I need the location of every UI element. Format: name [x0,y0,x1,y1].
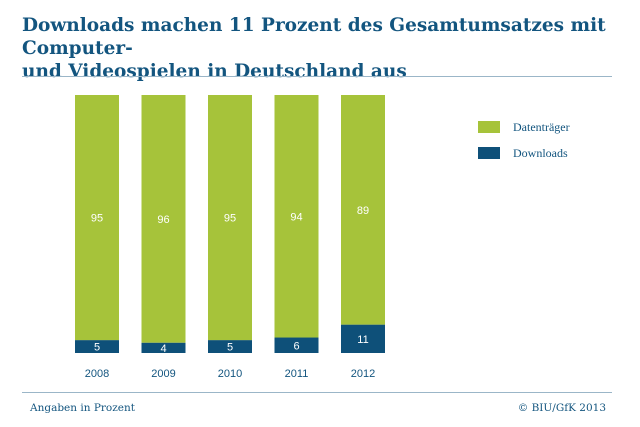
bar-datentrger-2011 [274,95,319,338]
bar-downloads-2011 [274,337,319,353]
data-label-downloads-2012: 11 [357,334,368,346]
legend-swatch-downloads [478,147,500,159]
data-label-downloads-2008: 5 [94,342,100,354]
data-label-datentrger-2011: 94 [290,211,302,223]
title-divider [22,76,612,77]
legend-swatch-datentrger [478,121,500,133]
x-tick-label-2009: 2009 [151,368,175,380]
bar-datentrger-2012 [341,95,385,325]
data-label-downloads-2009: 4 [160,343,166,355]
x-tick-label-2010: 2010 [218,368,242,380]
legend-label-datentrger: Datenträger [513,120,570,134]
bar-downloads-2008 [75,340,119,353]
data-label-datentrger-2012: 89 [357,205,369,217]
bar-datentrger-2009 [141,95,186,343]
title-line-1: Downloads machen 11 Prozent des Gesamtum… [22,15,606,59]
bar-downloads-2012 [341,324,385,353]
bar-downloads-2009 [141,342,186,353]
data-label-datentrger-2010: 95 [224,213,236,225]
bar-datentrger-2010 [208,95,252,341]
data-label-datentrger-2008: 95 [91,213,103,225]
footer-divider [22,392,612,393]
legend-label-downloads: Downloads [513,146,568,160]
data-label-datentrger-2009: 96 [157,214,169,226]
data-label-downloads-2011: 6 [293,340,299,352]
x-tick-label-2011: 2011 [285,368,309,380]
bar-datentrger-2008 [75,95,119,341]
x-tick-label-2008: 2008 [85,368,109,380]
footer-note: Angaben in Prozent [30,402,135,414]
footer-source: © BIU/GfK 2013 [517,402,606,414]
data-label-downloads-2010: 5 [227,342,233,354]
x-tick-label-2012: 2012 [351,368,375,380]
bar-downloads-2010 [208,340,252,353]
